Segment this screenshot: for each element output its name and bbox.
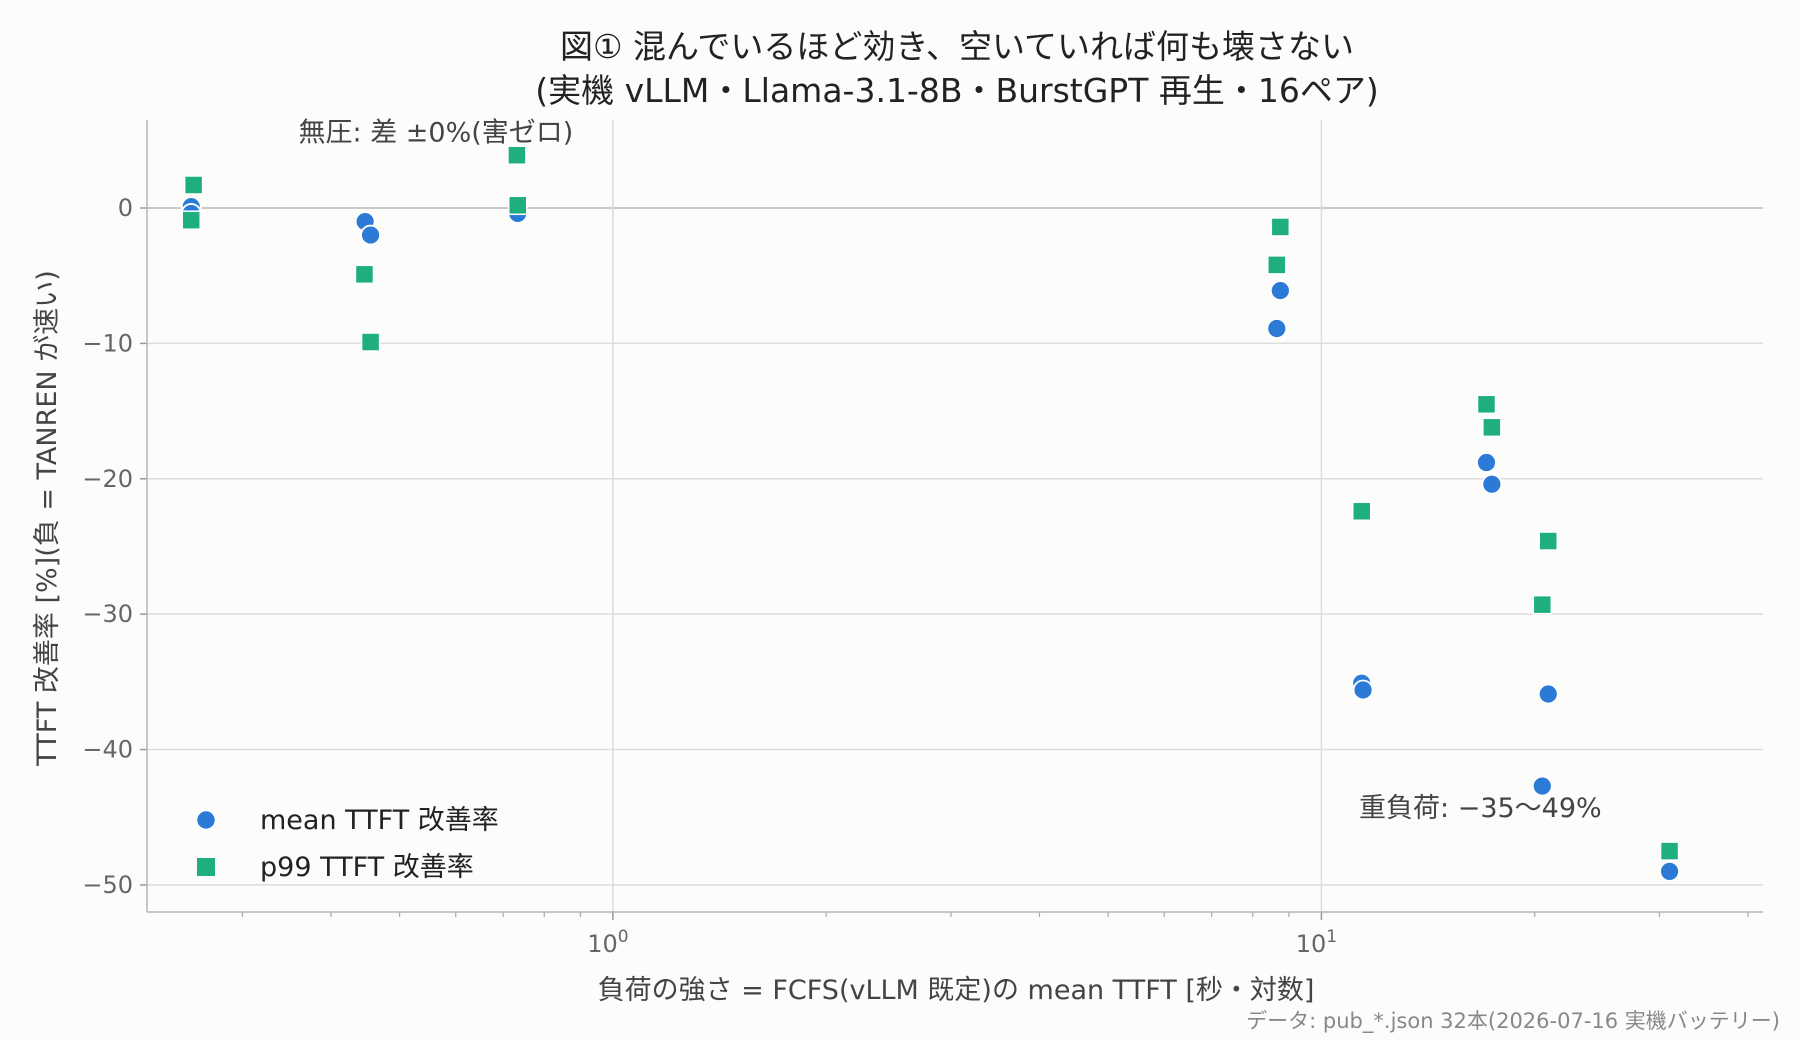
p99-ttft-point <box>183 175 204 195</box>
p99-ttft-point <box>1267 255 1287 275</box>
p99-ttft-point <box>354 264 375 285</box>
x-tick-label: 101 <box>1296 927 1337 958</box>
chart-title-line1: 図① 混んでいるほど効き、空いていれば何も壊さない <box>560 27 1354 66</box>
y-tick-label: −40 <box>82 736 133 764</box>
p99-ttft-point <box>1351 501 1372 522</box>
legend: mean TTFT 改善率 p99 TTFT 改善率 <box>195 805 499 883</box>
mean-ttft-point <box>360 224 381 246</box>
p99-ttft-point <box>1482 417 1502 438</box>
mean-ttft-point <box>1481 473 1503 495</box>
p99-ttft-point <box>181 210 201 230</box>
p99-ttft-point <box>507 145 527 165</box>
legend-label: p99 TTFT 改善率 <box>260 852 474 883</box>
y-tick-label: −50 <box>82 871 133 899</box>
y-tick-label: −10 <box>82 329 133 357</box>
mean-ttft-point <box>1352 679 1374 701</box>
axes: 0 −10 −20 −30 −40 −50 100 101 <box>82 120 1763 958</box>
annotation-text: 無圧: 差 ±0%(害ゼロ) <box>299 118 574 149</box>
x-tick-label: 100 <box>587 927 628 958</box>
annotation-text: 重負荷: −35〜49% <box>1359 793 1602 824</box>
p99-ttft-point <box>507 195 528 216</box>
y-tick-label: −20 <box>82 465 133 493</box>
legend-label: mean TTFT 改善率 <box>260 805 499 836</box>
mean-ttft-point <box>1537 683 1559 705</box>
source-note: データ: pub_*.json 32本(2026-07-16 実機バッテリー) <box>1246 1009 1780 1034</box>
x-axis-label: 負荷の強さ = FCFS(vLLM 既定)の mean TTFT [秒・対数] <box>598 975 1315 1006</box>
y-tick-label: 0 <box>118 194 133 222</box>
chart-title-line2: (実機 vLLM・Llama-3.1-8B・BurstGPT 再生・16ペア) <box>535 71 1378 110</box>
data-marks <box>180 145 1680 882</box>
annotations: 無圧: 差 ±0%(害ゼロ) 重負荷: −35〜49% <box>299 118 1602 825</box>
p99-ttft-point <box>1532 594 1553 615</box>
p99-ttft-point <box>360 332 381 352</box>
y-tick-label: −30 <box>82 600 133 628</box>
legend-marker-circle <box>195 809 217 831</box>
grid <box>147 120 1763 912</box>
mean-ttft-point <box>1266 318 1288 339</box>
mean-ttft-point <box>1659 860 1680 882</box>
y-axis-label: TTFT 改善率 [%](負 = TANREN が速い) <box>32 270 63 766</box>
p99-ttft-point <box>1476 394 1497 415</box>
mean-ttft-point <box>1269 280 1291 301</box>
p99-ttft-point <box>1270 217 1291 237</box>
mean-ttft-point <box>1476 452 1497 473</box>
p99-ttft-point <box>1659 841 1680 861</box>
p99-ttft-point <box>1538 531 1558 551</box>
mean-ttft-point <box>1531 775 1553 797</box>
legend-marker-square <box>197 858 215 876</box>
